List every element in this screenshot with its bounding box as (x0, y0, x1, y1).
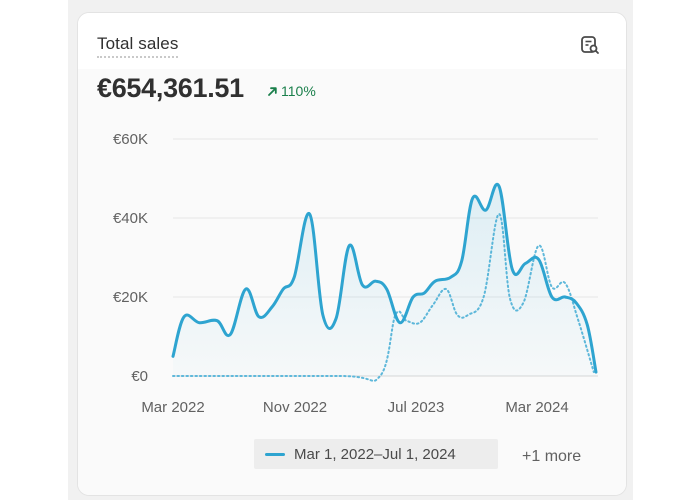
y-axis-ticks: €0 €20K €40K €60K (113, 131, 148, 385)
x-tick-label: Mar 2022 (141, 399, 204, 416)
total-sales-value: €654,361.51 (97, 73, 244, 103)
trend-indicator: 110% (267, 83, 316, 99)
x-tick-label: Nov 2022 (263, 399, 327, 416)
card-header (78, 13, 626, 69)
trend-value: 110% (281, 83, 316, 99)
legend-item-primary[interactable]: Mar 1, 2022–Jul 1, 2024 (254, 439, 498, 469)
arrow-up-right-icon (268, 86, 277, 96)
y-tick-label: €60K (113, 131, 148, 148)
y-tick-label: €20K (113, 289, 148, 306)
x-tick-label: Mar 2024 (505, 399, 568, 416)
legend-label: Mar 1, 2022–Jul 1, 2024 (294, 445, 456, 463)
chart-series (171, 182, 598, 382)
legend-more-button[interactable]: +1 more (522, 448, 582, 465)
y-tick-label: €40K (113, 210, 148, 227)
card-title[interactable]: Total sales (97, 34, 179, 58)
report-search-icon[interactable] (579, 34, 601, 56)
series-area (173, 184, 596, 376)
x-axis-ticks: Mar 2022 Nov 2022 Jul 2023 Mar 2024 (141, 399, 568, 416)
x-tick-label: Jul 2023 (388, 399, 445, 416)
legend-swatch (265, 452, 285, 456)
primary-series-line (171, 182, 598, 374)
y-tick-label: €0 (131, 368, 148, 385)
